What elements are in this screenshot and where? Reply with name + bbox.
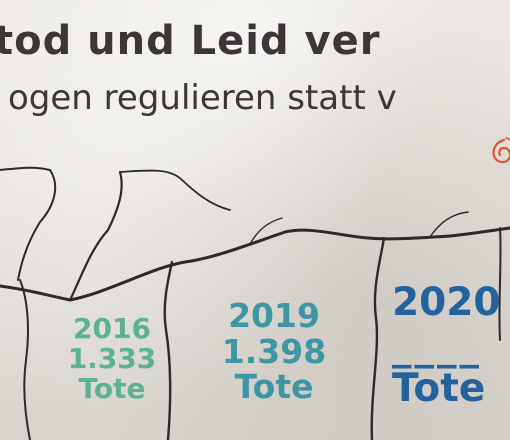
crack-right-edge — [498, 227, 502, 341]
stat-2016: 2016 1.333 Tote — [52, 312, 172, 406]
crack-branch-2 — [429, 211, 469, 238]
orange-swirl-logo-icon — [492, 137, 510, 164]
stat-year: 2020 — [392, 280, 501, 325]
crack-vertical-1 — [163, 260, 174, 440]
crack-left-far — [0, 166, 57, 281]
stat-year: 2016 — [73, 312, 151, 345]
stat-label: Tote — [78, 372, 146, 406]
crack-branch-1 — [249, 217, 283, 245]
subline: ogen regulieren statt v — [8, 78, 397, 118]
stat-count: 1.398 — [221, 331, 327, 371]
stat-2019: 2019 1.398 Tote — [204, 298, 344, 405]
stat-count: 1.333 — [67, 342, 157, 376]
crack-lower-left — [19, 279, 31, 440]
crack-cell-top — [119, 169, 231, 211]
stat-count-blank: ____ — [392, 324, 482, 370]
stat-label: Tote — [392, 366, 486, 412]
stat-2020: 2020 ____ Tote — [392, 280, 510, 412]
headline: tod und Leid ver — [0, 18, 381, 64]
stat-label: Tote — [234, 367, 314, 407]
stat-year: 2019 — [228, 296, 320, 335]
crack-vertical-2 — [370, 236, 386, 440]
crack-left-up — [68, 170, 123, 302]
